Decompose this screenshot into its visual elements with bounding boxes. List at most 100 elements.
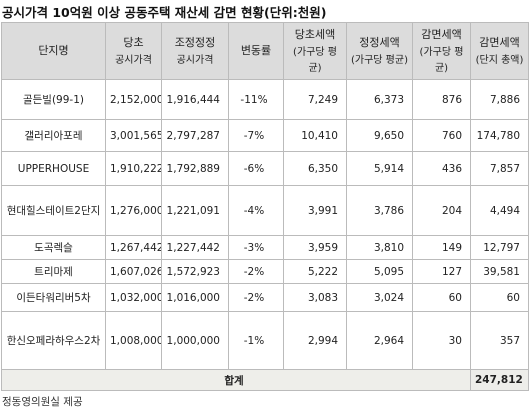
table-cell: 4,494 [470, 185, 529, 236]
header-cell: 단지명 [1, 22, 106, 80]
table-row: 한신오페라하우스2차 1,008,000 1,000,000 -1% 2,994 2,96… [1, 311, 529, 370]
header-cell: 감면세액 (가구당 평균) [412, 22, 471, 80]
table-cell: 골든빌(99-1) [1, 79, 106, 120]
table-cell: 트리마제 [1, 259, 106, 284]
table-cell: 5,914 [346, 151, 413, 186]
table-cell: 3,024 [346, 283, 413, 312]
table-cell: 2,797,287 [161, 119, 229, 152]
total-label: 합계 [1, 369, 471, 391]
table-cell: 436 [412, 151, 471, 186]
table-cell: 도곡렉슬 [1, 235, 106, 260]
table-cell: 1,032,000 [105, 283, 162, 312]
header-cell: 정정세액 (가구당 평균) [346, 22, 413, 80]
table-row: 골든빌(99-1) 2,152,000 1,916,444 -11% 7,249 6,37… [1, 79, 529, 120]
table-cell: 1,916,444 [161, 79, 229, 120]
footer: 정동영의원실 제공 [2, 396, 83, 408]
table-cell: -2% [228, 259, 284, 284]
table-cell: 3,991 [283, 185, 347, 236]
table-cell: 1,016,000 [161, 283, 229, 312]
table-cell: 2,152,000 [105, 79, 162, 120]
header-row: 단지명 당초 공시가격 조정정정 공시가격 변동률 당초세액 (가구당 평균) 정정세액 (가구당… [1, 22, 529, 80]
header-text: (가구당 평균) [419, 47, 464, 74]
table-cell: 이든타워리버5차 [1, 283, 106, 312]
header-cell: 당초세액 (가구당 평균) [283, 22, 347, 80]
table-cell: UPPERHOUSE [1, 151, 106, 186]
table-cell: -6% [228, 151, 284, 186]
table-cell: 3,083 [283, 283, 347, 312]
table-cell: 127 [412, 259, 471, 284]
header-text: 감면세액 [421, 28, 462, 41]
table-cell: -7% [228, 119, 284, 152]
table-cell: 1,792,889 [161, 151, 229, 186]
table-cell: 6,350 [283, 151, 347, 186]
table-cell: 1,910,222 [105, 151, 162, 186]
table-cell: 3,959 [283, 235, 347, 260]
header-text: 정정세액 [359, 36, 400, 49]
table-cell: 1,227,442 [161, 235, 229, 260]
table-cell: 204 [412, 185, 471, 236]
table-cell: 3,786 [346, 185, 413, 236]
header-text: (가구당 평균) [351, 55, 408, 66]
header-text: 당초 [123, 36, 144, 49]
header-text: 공시가격 [176, 55, 214, 66]
header-text: 단지명 [38, 44, 69, 57]
table-row: 이든타워리버5차 1,032,000 1,016,000 -2% 3,083 3,024 6… [1, 283, 529, 312]
table-cell: 5,095 [346, 259, 413, 284]
table-cell: -11% [228, 79, 284, 120]
table-cell: 현대힐스테이트2단지 [1, 185, 106, 236]
table-cell: 357 [470, 311, 529, 370]
table-cell: 3,810 [346, 235, 413, 260]
table-cell: 149 [412, 235, 471, 260]
table: 단지명 당초 공시가격 조정정정 공시가격 변동률 당초세액 (가구당 평균) 정정세액 (가구당… [1, 22, 529, 391]
table-cell: 1,221,091 [161, 185, 229, 236]
table-cell: -2% [228, 283, 284, 312]
table-cell: 7,249 [283, 79, 347, 120]
header-text: 변동률 [240, 44, 272, 57]
header-text: (가구당 평균) [293, 47, 337, 74]
header-cell: 변동률 [228, 22, 284, 80]
table-cell: 174,780 [470, 119, 529, 152]
table-cell: 7,886 [470, 79, 529, 120]
table-cell: 7,857 [470, 151, 529, 186]
table-cell: 2,994 [283, 311, 347, 370]
table-row: 갤러리아포레 3,001,565 2,797,287 -7% 10,410 9,650 76… [1, 119, 529, 152]
table-cell: 5,222 [283, 259, 347, 284]
table-cell: 3,001,565 [105, 119, 162, 152]
table-cell: 60 [470, 283, 529, 312]
table-cell: 1,572,923 [161, 259, 229, 284]
table-cell: 갤러리아포레 [1, 119, 106, 152]
table-cell: 1,008,000 [105, 311, 162, 370]
table-cell: 1,000,000 [161, 311, 229, 370]
table-cell: 760 [412, 119, 471, 152]
table-cell: -1% [228, 311, 284, 370]
total-row: 합계 247,812 [1, 369, 529, 391]
table-cell: 39,581 [470, 259, 529, 284]
table-cell: 30 [412, 311, 471, 370]
header-text: 감면세액 [479, 36, 520, 49]
table-row: 트리마제 1,607,026 1,572,923 -2% 5,222 5,095 127 39… [1, 259, 529, 284]
table-cell: 1,267,442 [105, 235, 162, 260]
table-cell: -4% [228, 185, 284, 236]
header-text: 조정정정 [174, 36, 216, 49]
table-cell: 12,797 [470, 235, 529, 260]
header-text: 공시가격 [115, 55, 152, 66]
header-cell: 감면세액 (단지 총액) [470, 22, 529, 80]
total-value: 247,812 [470, 369, 529, 391]
table-cell: 1,276,000 [105, 185, 162, 236]
table-cell: 2,964 [346, 311, 413, 370]
table-cell: 한신오페라하우스2차 [1, 311, 106, 370]
table-cell: 1,607,026 [105, 259, 162, 284]
table-cell: 876 [412, 79, 471, 120]
table-cell: 60 [412, 283, 471, 312]
table-cell: 6,373 [346, 79, 413, 120]
table-cell: -3% [228, 235, 284, 260]
table-row: UPPERHOUSE 1,910,222 1,792,889 -6% 6,350 5,91… [1, 151, 529, 186]
table-row: 도곡렉슬 1,267,442 1,227,442 -3% 3,959 3,810 149 12… [1, 235, 529, 260]
table-row: 현대힐스테이트2단지 1,276,000 1,221,091 -4% 3,991 3,78… [1, 185, 529, 236]
title: 공시가격 10억원 이상 공동주택 재산세 감면 현황(단위:천원) [2, 5, 327, 20]
table-cell: 9,650 [346, 119, 413, 152]
table-cell: 10,410 [283, 119, 347, 152]
